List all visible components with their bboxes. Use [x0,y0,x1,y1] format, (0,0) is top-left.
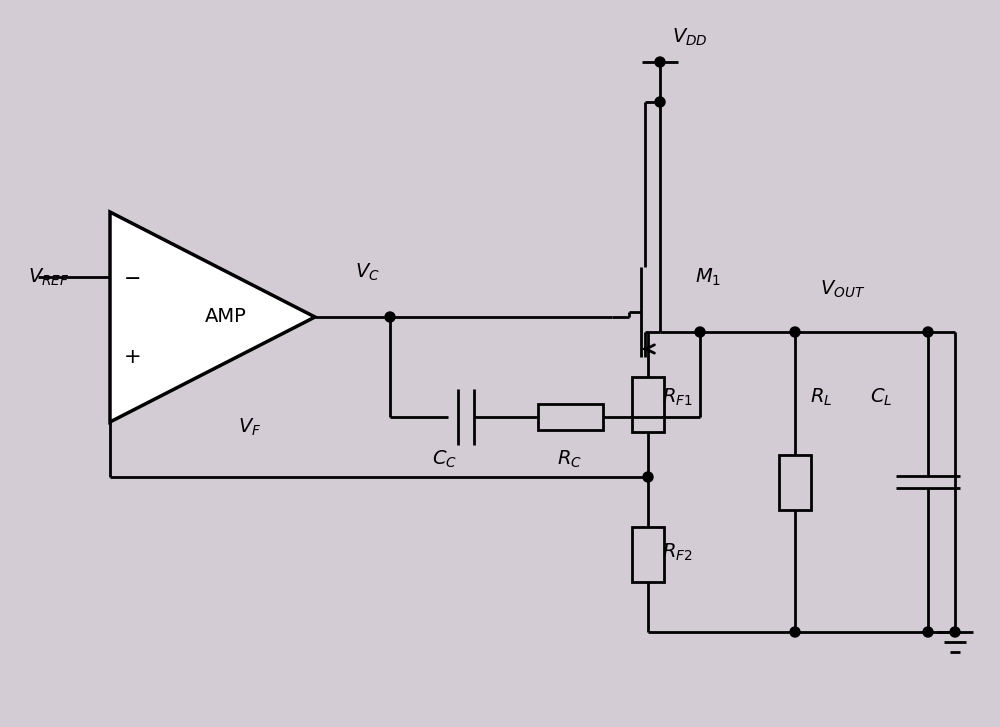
Circle shape [655,57,665,67]
Bar [632,377,664,432]
Text: $C_C$: $C_C$ [432,449,458,470]
Text: $R_{F1}$: $R_{F1}$ [662,386,693,408]
Circle shape [655,97,665,107]
Text: $V_{DD}$: $V_{DD}$ [672,26,708,48]
Circle shape [385,312,395,322]
Bar [779,454,811,510]
Bar [538,404,602,430]
Text: $-$: $-$ [123,267,141,287]
Circle shape [790,627,800,637]
Text: $V_{REF}$: $V_{REF}$ [28,266,69,288]
Circle shape [950,627,960,637]
Text: $V_C$: $V_C$ [355,261,380,283]
Text: $V_{OUT}$: $V_{OUT}$ [820,278,865,300]
Text: $C_L$: $C_L$ [870,386,892,408]
Circle shape [790,327,800,337]
Bar [632,527,664,582]
Text: $R_{F2}$: $R_{F2}$ [662,542,693,563]
Text: $+$: $+$ [123,347,141,367]
Text: $R_C$: $R_C$ [557,449,583,470]
Circle shape [923,327,933,337]
Text: AMP: AMP [205,308,247,326]
Polygon shape [110,212,315,422]
Circle shape [695,327,705,337]
Circle shape [923,627,933,637]
Text: $R_L$: $R_L$ [810,386,832,408]
Text: $V_F$: $V_F$ [238,417,262,438]
Text: $M_1$: $M_1$ [695,266,721,288]
Circle shape [643,472,653,482]
